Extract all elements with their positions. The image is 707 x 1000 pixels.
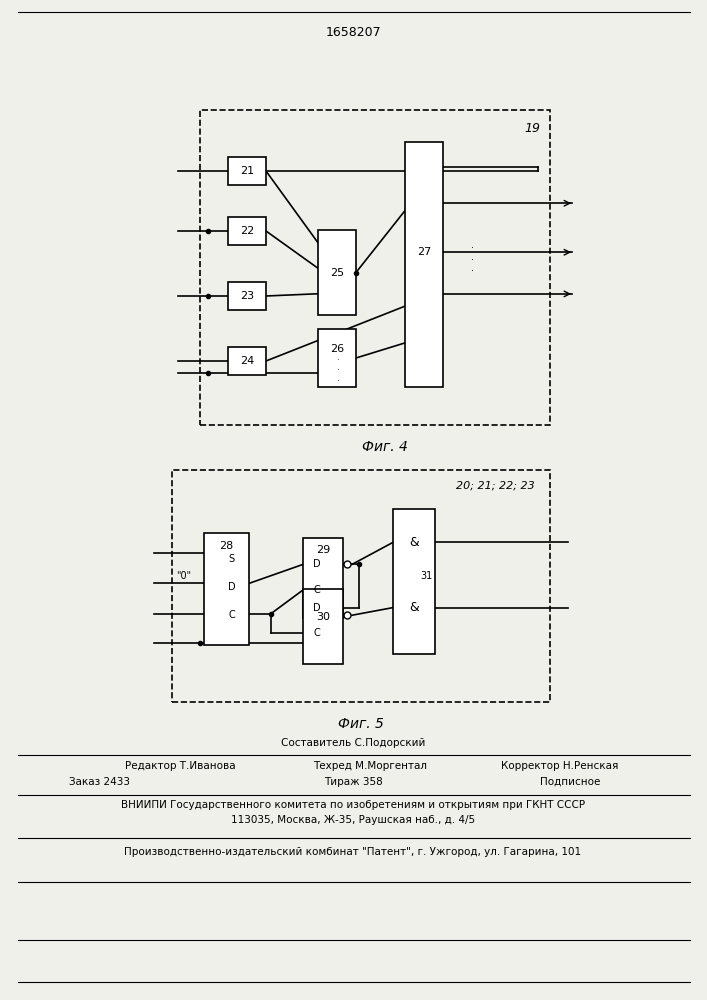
- Text: 27: 27: [417, 247, 431, 257]
- Text: Производственно-издательский комбинат "Патент", г. Ужгород, ул. Гагарина, 101: Производственно-издательский комбинат "П…: [124, 847, 582, 857]
- Text: D: D: [313, 603, 321, 613]
- Text: 28: 28: [219, 541, 233, 551]
- Text: C: C: [314, 585, 320, 595]
- Bar: [228, 217, 266, 245]
- Text: C: C: [314, 628, 320, 638]
- Bar: [303, 589, 343, 664]
- Text: &: &: [409, 601, 419, 614]
- Text: ВНИИПИ Государственного комитета по изобретениям и открытиям при ГКНТ СССР: ВНИИПИ Государственного комитета по изоб…: [121, 800, 585, 810]
- Text: Редактор Т.Иванова: Редактор Т.Иванова: [124, 761, 235, 771]
- Text: ·
·
·: · · ·: [472, 243, 474, 276]
- Text: Составитель С.Подорский: Составитель С.Подорский: [281, 738, 425, 748]
- Text: 31: 31: [421, 571, 433, 581]
- Text: 20; 21; 22; 23: 20; 21; 22; 23: [455, 481, 534, 491]
- Bar: [405, 142, 443, 387]
- Bar: [172, 470, 550, 702]
- Text: 113035, Москва, Ж-35, Раушская наб., д. 4/5: 113035, Москва, Ж-35, Раушская наб., д. …: [231, 815, 475, 825]
- Text: Тираж 358: Тираж 358: [324, 777, 382, 787]
- Bar: [318, 230, 356, 315]
- Bar: [393, 509, 435, 654]
- Text: 23: 23: [240, 291, 254, 301]
- Text: 24: 24: [240, 356, 254, 366]
- Text: ·
·
·: · · ·: [336, 356, 339, 386]
- Text: 26: 26: [330, 344, 344, 354]
- Text: Корректор Н.Ренская: Корректор Н.Ренская: [501, 761, 619, 771]
- Text: D: D: [313, 559, 321, 569]
- Text: Фиг. 4: Фиг. 4: [362, 440, 408, 454]
- Text: Фиг. 5: Фиг. 5: [338, 717, 384, 731]
- Text: D: D: [228, 582, 235, 592]
- Text: 29: 29: [316, 545, 330, 555]
- Text: 19: 19: [524, 121, 540, 134]
- Bar: [204, 533, 249, 645]
- Text: "0": "0": [177, 571, 192, 581]
- Text: 21: 21: [240, 166, 254, 176]
- Text: C: C: [228, 610, 235, 620]
- Text: 30: 30: [316, 612, 330, 622]
- Text: Подписное: Подписное: [540, 777, 600, 787]
- Bar: [228, 157, 266, 185]
- Bar: [200, 110, 550, 425]
- Bar: [228, 282, 266, 310]
- Text: 22: 22: [240, 226, 254, 236]
- Bar: [318, 329, 356, 387]
- Text: &: &: [409, 536, 419, 549]
- Text: 25: 25: [330, 267, 344, 277]
- Text: Заказ 2433: Заказ 2433: [69, 777, 131, 787]
- Bar: [303, 538, 343, 618]
- Text: S: S: [229, 554, 235, 564]
- Text: 1658207: 1658207: [325, 25, 381, 38]
- Bar: [228, 347, 266, 375]
- Text: Техред М.Моргентал: Техред М.Моргентал: [313, 761, 427, 771]
